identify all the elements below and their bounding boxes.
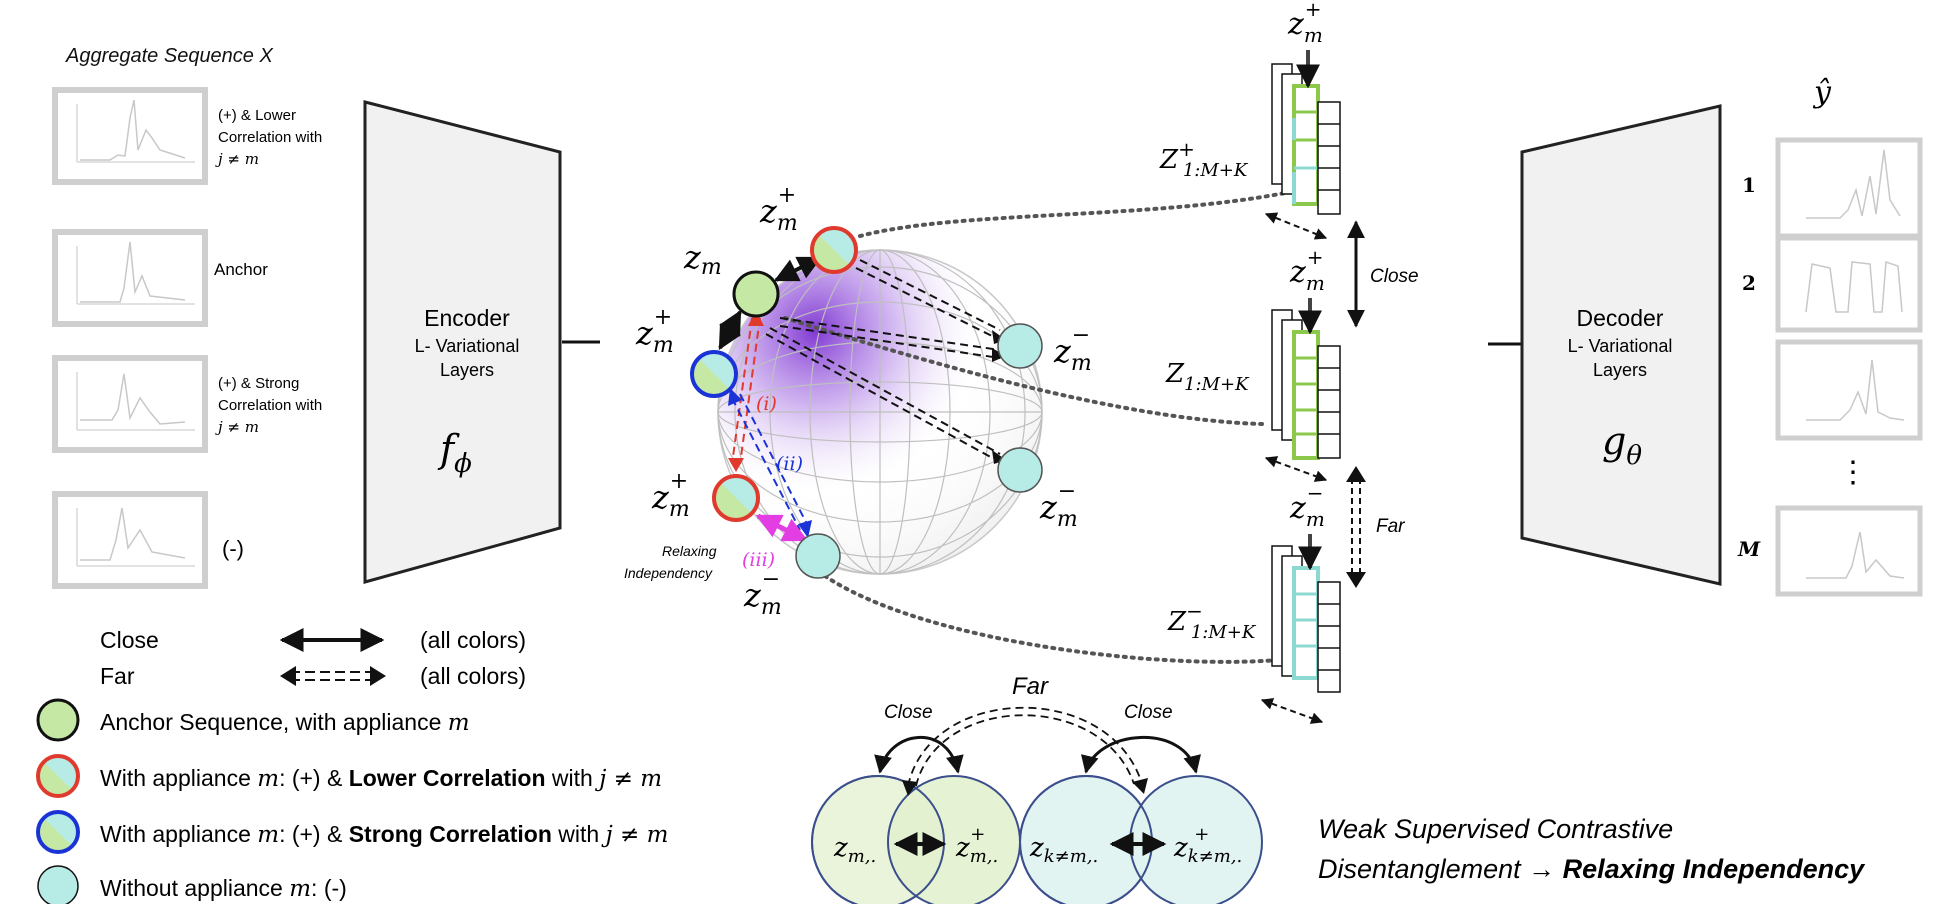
input-label-strong-1: (+) & Strong — [218, 375, 299, 392]
arrow-label-i: (i) — [756, 393, 777, 415]
far-arrows-black — [765, 259, 1001, 461]
node-label-positive-bottom: zm+ — [651, 469, 690, 522]
node-label-positive-top: zm+ — [759, 183, 798, 236]
stack-middle-label: zm+ — [1289, 245, 1325, 295]
legend-far-label: Far — [100, 663, 135, 689]
arrow-iii-magenta — [755, 513, 809, 543]
input-label-negative: (-) — [222, 536, 244, 561]
node-positive-top — [810, 226, 858, 274]
close-label: Close — [1370, 266, 1419, 287]
latent-stack-middle — [1271, 309, 1341, 460]
legend-strong-text: With appliance m: (+) & Strong Correlati… — [100, 821, 668, 848]
input-panel-anchor — [55, 232, 205, 324]
encoder-block — [363, 100, 562, 584]
node-negative-bottom — [795, 533, 841, 579]
output-index-2: 2 — [1742, 271, 1756, 295]
encoder-title: Encoder — [424, 305, 510, 331]
node-label-positive-left: zm+ — [635, 305, 674, 358]
input-label-lower-1: (+) & Lower — [218, 107, 296, 124]
input-panel-strong-correlation — [55, 358, 205, 450]
input-label-lower-3: j ≠ m — [215, 150, 259, 168]
legend-anchor-text: Anchor Sequence, with appliance m — [100, 709, 470, 736]
stack-top-side-label: Z+ 1:M+K — [1159, 137, 1249, 181]
input-label-anchor: Anchor — [214, 260, 268, 279]
arrow-label-iii: (iii) — [742, 549, 775, 571]
decoder-subtitle-1: L- Variational — [1568, 336, 1673, 356]
legend-far-note: (all colors) — [420, 663, 526, 689]
venn-far-label: Far — [1012, 673, 1049, 700]
stack-middle-side-label: Z1:M+K — [1165, 359, 1250, 395]
stack-top-label: zm+ — [1287, 0, 1323, 47]
node-positive-left — [690, 350, 738, 398]
arrow-close-anchor-left — [718, 309, 742, 351]
far-arrow — [1346, 466, 1366, 588]
legend-close-note: (all colors) — [420, 627, 526, 653]
legend-far-arrow — [280, 666, 386, 686]
node-label-negative-right-2: zm− — [1039, 479, 1078, 532]
legend-close-label: Close — [100, 627, 159, 653]
legend-strong-swatch — [36, 810, 80, 854]
venn-diagram — [811, 775, 1263, 904]
input-label-strong-2: Correlation with — [218, 397, 322, 414]
node-negative-right-1 — [997, 323, 1043, 369]
node-label-negative-right-1: zm− — [1053, 323, 1092, 376]
relaxing-label-2: Independency — [624, 565, 713, 581]
node-label-anchor: zm — [683, 238, 722, 280]
stack-bottom-far-arrow — [1260, 698, 1324, 724]
decoder-block — [1520, 104, 1722, 586]
arrow-label-ii: (ii) — [776, 453, 803, 475]
stack-middle-far-arrow — [1264, 456, 1328, 482]
output-panel-2 — [1775, 235, 1923, 333]
relaxing-label-1: Relaxing — [662, 543, 717, 559]
arrow-i-red — [728, 310, 764, 472]
output-index-m: M — [1737, 537, 1761, 561]
connector-bottom-stack — [823, 574, 1280, 664]
output-panel-1 — [1775, 137, 1923, 239]
venn-close-arc-left — [874, 735, 964, 774]
input-label-strong-3: j ≠ m — [215, 418, 259, 436]
venn-close-label-right: Close — [1124, 702, 1173, 723]
venn-label-1: zm,. — [833, 833, 876, 867]
venn-label-4: zk≠m,.+ — [1173, 824, 1242, 867]
input-panel-lower-correlation — [55, 90, 205, 182]
connector-top-stack — [858, 190, 1292, 238]
output-panel-m — [1775, 505, 1923, 597]
connector-middle-stack — [783, 316, 1264, 426]
aggregate-sequence-label: Aggregate Sequence X — [65, 45, 273, 67]
output-panel-3 — [1775, 339, 1923, 441]
legend-lower-swatch — [36, 754, 80, 798]
venn-far-arc — [902, 706, 1148, 796]
stack-top-far-arrow — [1264, 212, 1328, 240]
encoder-subtitle-1: L- Variational — [415, 336, 520, 356]
stack-bottom-side-label: Z− 1:M+K — [1167, 599, 1257, 643]
output-yhat: ŷ — [1812, 75, 1832, 110]
node-negative-right-2 — [997, 447, 1043, 493]
legend-anchor-swatch — [36, 698, 80, 742]
legend-lower-text: With appliance m: (+) & Lower Correlatio… — [100, 765, 662, 792]
venn-close-label-left: Close — [884, 702, 933, 723]
decoder-title: Decoder — [1577, 305, 1664, 331]
legend-without-swatch — [37, 865, 79, 904]
latent-stack-positive — [1271, 63, 1341, 215]
input-label-lower-2: Correlation with — [218, 129, 322, 146]
latent-sphere — [717, 249, 1043, 575]
venn-close-arc-right — [1081, 736, 1201, 774]
output-index-1: 1 — [1742, 173, 1756, 197]
node-positive-bottom — [712, 474, 760, 522]
latent-stack-negative — [1271, 545, 1341, 693]
stack-bottom-label: zm− — [1289, 481, 1325, 531]
far-label: Far — [1376, 516, 1405, 537]
input-panel-negative — [55, 494, 205, 586]
encoder-subtitle-2: Layers — [440, 360, 494, 380]
legend-without-text: Without appliance m: (-) — [100, 875, 347, 902]
caption-line-1: Weak Supervised Contrastive — [1318, 814, 1673, 844]
node-anchor — [732, 270, 780, 318]
caption-line-2: Disentanglement → Relaxing Independency — [1318, 854, 1866, 884]
node-label-negative-bottom: zm− — [743, 567, 782, 620]
arrow-close-anchor-top — [773, 256, 823, 282]
vertical-ellipsis-icon: ⋮ — [1838, 455, 1868, 490]
decoder-subtitle-2: Layers — [1593, 360, 1647, 380]
